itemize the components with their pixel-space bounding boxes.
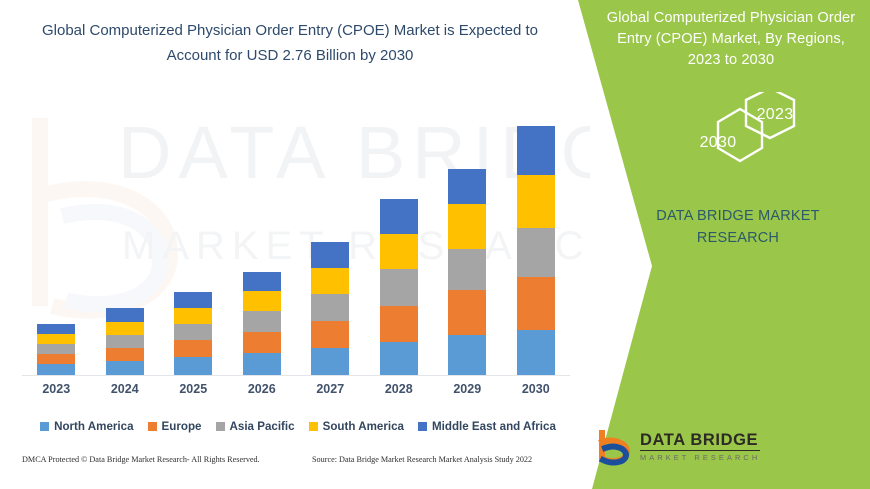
bar-segment [311, 348, 350, 375]
bar-column-2023 [37, 324, 76, 375]
x-axis-label-2025: 2025 [179, 382, 208, 396]
data-bridge-logo-text: DATA BRIDGE MARKET RESEARCH [640, 431, 761, 462]
bar-segment [448, 290, 487, 335]
legend-swatch-icon [215, 421, 225, 431]
bar-segment [174, 357, 213, 375]
bar-segment [37, 324, 76, 334]
legend-swatch-icon [40, 421, 50, 431]
legend-swatch-icon [308, 421, 318, 431]
bar-segment [242, 332, 281, 353]
bar-segment [516, 277, 555, 330]
x-axis-label-2027: 2027 [316, 382, 345, 396]
x-axis-label-2028: 2028 [384, 382, 413, 396]
bar-segment [105, 308, 144, 322]
bar-column-2028 [379, 199, 418, 375]
bar-segment [174, 340, 213, 357]
legend-label: South America [322, 419, 404, 433]
data-bridge-logo: DATA BRIDGE MARKET RESEARCH [596, 427, 786, 471]
bar-segment [311, 268, 350, 294]
logo-subtitle: MARKET RESEARCH [640, 453, 761, 462]
data-bridge-logo-mark [598, 430, 631, 466]
bar-segment [174, 324, 213, 340]
hexagon-label-2030: 2030 [699, 134, 737, 151]
panel-brand-line-2: RESEARCH [696, 230, 780, 246]
legend-item[interactable]: Asia Pacific [215, 419, 295, 433]
legend-item[interactable]: Middle East and Africa [417, 419, 556, 433]
bar-segment [105, 361, 144, 375]
legend-label: Asia Pacific [229, 419, 295, 433]
legend-item[interactable]: North America [40, 419, 134, 433]
legend-item[interactable]: Europe [147, 419, 202, 433]
bar-segment [242, 353, 281, 375]
bar-segment [448, 169, 487, 204]
bar-segment [448, 204, 487, 249]
x-axis-labels: 2023 2024 2025 2026 2027 2028 2029 2030 [22, 382, 570, 402]
bar-segment [516, 228, 555, 277]
bar-segment [379, 199, 418, 234]
bar-segment [242, 291, 281, 311]
legend-swatch-icon [147, 421, 157, 431]
hexagon-group: 2030 2023 [660, 92, 860, 197]
bar-segment [311, 294, 350, 321]
x-axis-label-2023: 2023 [42, 382, 71, 396]
bar-segment [379, 342, 418, 375]
bar-segment [105, 335, 144, 348]
hexagon-label-2023: 2023 [756, 106, 794, 123]
bar-segment [105, 322, 144, 335]
footer: DMCA Protected © Data Bridge Market Rese… [0, 455, 600, 479]
bar-segment [311, 242, 350, 268]
bar-segment [516, 330, 555, 375]
bar-segment [242, 272, 281, 291]
x-axis-label-2024: 2024 [110, 382, 139, 396]
legend-swatch-icon [417, 421, 427, 431]
bar-column-2026 [242, 272, 281, 375]
bar-column-2030 [516, 126, 555, 375]
legend-label: North America [54, 419, 134, 433]
legend-label: Middle East and Africa [431, 419, 556, 433]
legend-label: Europe [161, 419, 202, 433]
bar-column-2027 [311, 242, 350, 375]
bar-segment [448, 249, 487, 290]
footer-source: Source: Data Bridge Market Research Mark… [312, 455, 533, 464]
bar-segment [105, 348, 144, 361]
bar-segment [242, 311, 281, 332]
logo-name: DATA BRIDGE [640, 431, 761, 451]
footer-copyright: DMCA Protected © Data Bridge Market Rese… [22, 455, 260, 464]
legend-item[interactable]: South America [308, 419, 404, 433]
bar-segment [37, 334, 76, 344]
panel-title-block: Global Computerized Physician Order Entr… [600, 8, 862, 71]
chart-legend: North America Europe Asia Pacific South Ame… [24, 416, 572, 436]
bar-column-2024 [105, 308, 144, 375]
bar-segment [379, 234, 418, 269]
x-axis-label-2026: 2026 [247, 382, 276, 396]
bar-segment [37, 364, 76, 375]
bar-segment [311, 321, 350, 348]
stacked-bar-plot [22, 100, 570, 375]
bar-column-2029 [448, 169, 487, 375]
bar-segment [379, 306, 418, 342]
bar-segment [174, 292, 213, 308]
bar-segment [37, 344, 76, 354]
x-axis-label-2029: 2029 [453, 382, 482, 396]
bar-segment [37, 354, 76, 364]
bar-segment [448, 335, 487, 375]
panel-brand-text: DATA BRIDGE MARKET RESEARCH [620, 205, 856, 249]
panel-brand-line-1: DATA BRIDGE MARKET [656, 208, 820, 224]
chart-baseline [22, 375, 570, 376]
bar-column-2025 [174, 292, 213, 375]
bar-segment [516, 175, 555, 228]
x-axis-label-2030: 2030 [521, 382, 550, 396]
bar-segment [516, 126, 555, 175]
bar-segment [379, 269, 418, 306]
bar-segment [174, 308, 213, 324]
panel-title: Global Computerized Physician Order Entr… [606, 10, 856, 68]
chart-title: Global Computerized Physician Order Entr… [41, 22, 539, 64]
